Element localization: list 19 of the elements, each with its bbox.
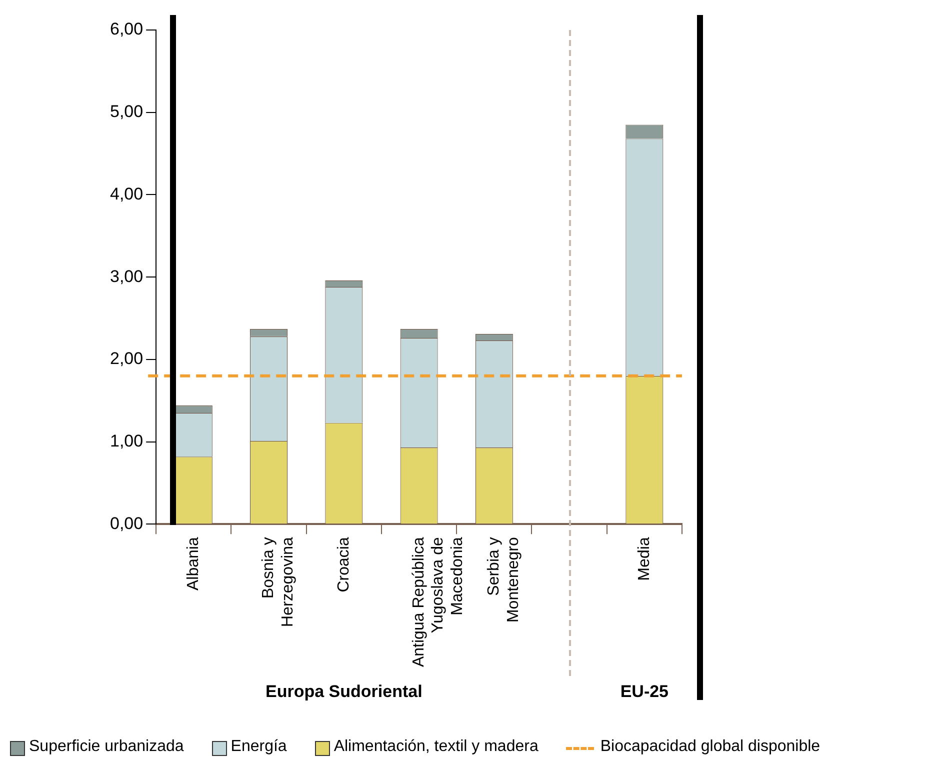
y-tick-label: 2,00 bbox=[110, 349, 144, 368]
x-tick-label: Albania bbox=[185, 537, 202, 591]
legend-label: Alimentación, textil y madera bbox=[334, 738, 538, 756]
y-tick-label: 1,00 bbox=[110, 431, 144, 450]
x-tick-label: Bosnia y Herzegovina bbox=[260, 537, 296, 627]
y-tick-label: 3,00 bbox=[110, 266, 144, 286]
y-tick-label: 4,00 bbox=[110, 184, 144, 204]
x-tick-label: Croacia bbox=[335, 537, 352, 592]
x-tick-label: Serbia y Montenegro bbox=[486, 537, 522, 623]
y-tick-label: 0,00 bbox=[110, 514, 144, 533]
y-tick-label: 6,00 bbox=[110, 20, 144, 39]
legend-label: Biocapacidad global disponible bbox=[600, 738, 820, 756]
legend-label: Energía bbox=[230, 738, 287, 756]
x-tick-label: Media bbox=[636, 537, 653, 581]
text: EU-25 bbox=[620, 682, 669, 702]
x-tick-label: Antigua República Yugoslava de Macedonia bbox=[410, 537, 466, 668]
legend-label: Superficie urbanizada bbox=[29, 738, 184, 756]
y-tick-label: 5,00 bbox=[110, 102, 144, 122]
text: Europa Sudoriental bbox=[266, 682, 422, 702]
